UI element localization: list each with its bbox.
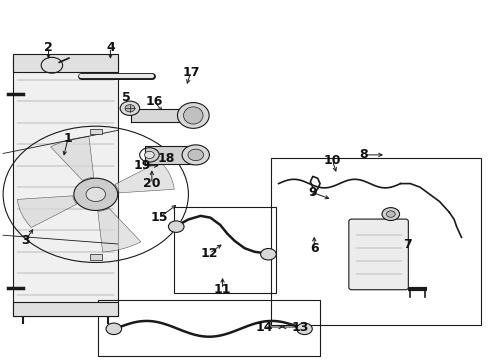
Text: 1: 1 xyxy=(63,132,72,145)
Circle shape xyxy=(187,149,203,161)
Text: 4: 4 xyxy=(106,41,115,54)
Bar xyxy=(98,300,320,356)
Text: 9: 9 xyxy=(308,186,316,199)
Bar xyxy=(13,58,118,316)
Ellipse shape xyxy=(183,107,203,124)
Circle shape xyxy=(120,101,140,116)
Text: 13: 13 xyxy=(291,320,308,333)
Bar xyxy=(173,207,276,293)
Circle shape xyxy=(168,221,183,232)
Circle shape xyxy=(106,323,122,334)
Bar xyxy=(144,146,193,164)
Circle shape xyxy=(296,323,312,334)
Circle shape xyxy=(260,248,276,260)
FancyBboxPatch shape xyxy=(348,219,407,290)
Bar xyxy=(13,54,118,72)
Circle shape xyxy=(144,151,154,158)
Text: 15: 15 xyxy=(150,211,167,224)
Text: 3: 3 xyxy=(20,234,29,247)
Bar xyxy=(271,158,480,325)
Circle shape xyxy=(74,178,118,211)
Text: 11: 11 xyxy=(213,283,231,296)
Text: 14: 14 xyxy=(255,320,272,333)
Text: 8: 8 xyxy=(359,148,367,161)
Bar xyxy=(131,109,185,122)
Text: 16: 16 xyxy=(145,95,163,108)
Bar xyxy=(13,302,118,316)
Text: 12: 12 xyxy=(200,247,218,260)
Wedge shape xyxy=(17,196,77,228)
Wedge shape xyxy=(50,137,94,180)
Text: 2: 2 xyxy=(44,41,53,54)
Bar xyxy=(90,129,102,134)
Text: 19: 19 xyxy=(133,159,150,172)
Ellipse shape xyxy=(177,103,209,129)
Text: 10: 10 xyxy=(323,154,340,167)
Text: 17: 17 xyxy=(182,66,199,79)
Text: 18: 18 xyxy=(158,152,175,165)
Text: 6: 6 xyxy=(309,242,318,255)
Circle shape xyxy=(182,145,209,165)
Circle shape xyxy=(386,211,394,217)
Text: 5: 5 xyxy=(122,91,131,104)
Circle shape xyxy=(381,208,399,221)
Wedge shape xyxy=(98,208,141,252)
Text: 7: 7 xyxy=(403,238,411,251)
Text: 20: 20 xyxy=(143,177,160,190)
Wedge shape xyxy=(115,161,174,193)
Circle shape xyxy=(125,105,135,112)
Circle shape xyxy=(86,187,105,202)
Bar xyxy=(90,254,102,260)
